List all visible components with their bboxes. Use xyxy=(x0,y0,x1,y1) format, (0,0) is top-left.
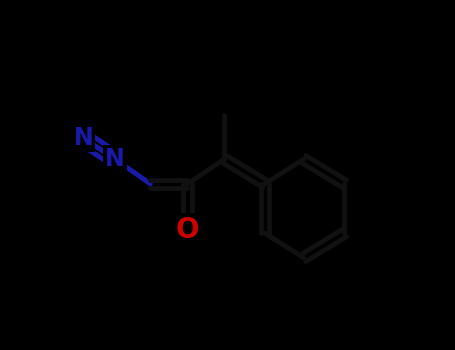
Text: O: O xyxy=(176,216,199,244)
Text: N: N xyxy=(73,126,93,150)
Text: N: N xyxy=(105,147,125,171)
